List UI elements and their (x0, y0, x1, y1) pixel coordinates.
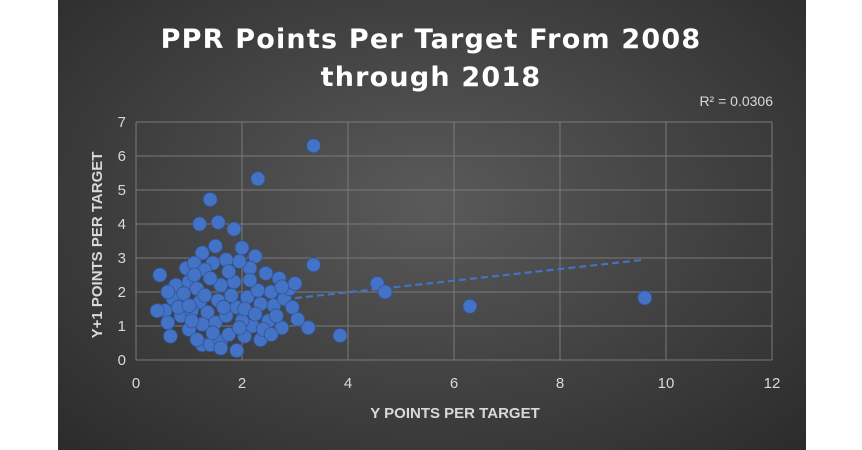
data-point (160, 284, 176, 300)
data-point (202, 270, 218, 286)
data-point (269, 308, 284, 324)
data-point (213, 340, 229, 356)
data-point (221, 327, 237, 342)
trendline (294, 258, 645, 300)
data-point (258, 265, 274, 281)
data-point (229, 343, 245, 358)
x-tick-label: 0 (132, 375, 140, 392)
data-point (287, 276, 303, 291)
data-point (202, 192, 218, 207)
data-point (189, 332, 205, 348)
data-point (306, 257, 321, 273)
data-point (197, 287, 213, 303)
data-point (184, 313, 200, 329)
data-point (223, 287, 239, 303)
data-point (194, 245, 210, 261)
x-tick-label: 12 (764, 375, 781, 392)
x-tick-label: 4 (344, 375, 352, 392)
y-tick-label: 2 (118, 284, 126, 301)
data-points (149, 138, 653, 358)
y-tick-label: 4 (118, 216, 126, 233)
r-squared-label: R² = 0.0306 (699, 93, 773, 109)
x-tick-label: 6 (450, 375, 458, 392)
data-point (216, 299, 231, 315)
chart-title-line-2: through 2018 (321, 62, 542, 93)
scatter-chart: PPR Points Per Target From 2008 through … (89, 24, 781, 422)
data-point (208, 238, 223, 254)
data-point (192, 216, 208, 232)
data-point (234, 240, 250, 256)
data-point (186, 267, 202, 283)
data-point (250, 171, 266, 187)
chart-area: PPR Points Per Target From 2008 through … (58, 0, 806, 450)
data-point (300, 320, 316, 336)
y-axis-title: Y+1 POINTS PER TARGET (89, 152, 106, 339)
data-point (462, 298, 478, 314)
y-tick-label: 3 (118, 250, 126, 267)
data-point (226, 221, 242, 237)
data-point (181, 298, 197, 314)
x-tick-label: 8 (556, 375, 564, 392)
data-point (274, 279, 290, 295)
data-point (242, 272, 258, 288)
gridlines (135, 121, 773, 361)
y-tick-label: 0 (118, 352, 126, 369)
data-point (210, 214, 226, 230)
y-tick-label: 7 (118, 114, 126, 131)
x-tick-label: 10 (658, 375, 675, 392)
data-point (377, 284, 393, 300)
data-point (247, 306, 263, 322)
x-axis-title: Y POINTS PER TARGET (370, 405, 539, 422)
data-point (231, 320, 247, 336)
y-tick-label: 1 (118, 318, 126, 335)
data-point (221, 264, 237, 280)
data-point (231, 253, 247, 269)
data-point (205, 325, 221, 341)
x-tick-label: 2 (238, 375, 246, 392)
data-point (263, 327, 279, 342)
data-point (332, 328, 348, 343)
y-tick-label: 5 (118, 182, 126, 199)
chart-title-line-1: PPR Points Per Target From 2008 (161, 24, 702, 55)
data-point (163, 328, 178, 344)
y-tick-label: 6 (118, 148, 126, 165)
data-point (149, 303, 165, 319)
data-point (160, 315, 176, 331)
data-point (284, 299, 300, 315)
data-point (637, 290, 653, 306)
data-point (306, 138, 321, 154)
data-point (152, 267, 168, 283)
